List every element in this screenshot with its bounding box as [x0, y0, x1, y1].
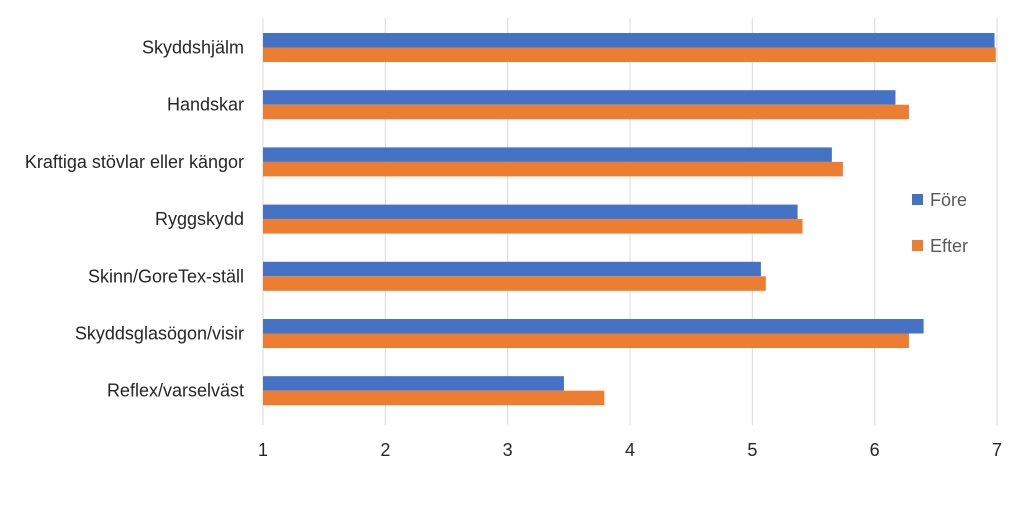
category-label: Ryggskydd: [155, 209, 244, 229]
bar-efter: [263, 219, 803, 234]
bar-efter: [263, 161, 843, 177]
legend: Före Efter: [912, 190, 968, 256]
category-label: Reflex/varselväst: [107, 381, 244, 401]
category-labels: Skyddshjälm Handskar Kraftiga stövlar elle…: [25, 38, 244, 401]
x-tick-label-5: 5: [747, 440, 757, 460]
bar-efter: [263, 390, 605, 406]
x-tick-label-7: 7: [992, 440, 1002, 460]
bar-fore: [263, 319, 924, 334]
legend-swatch-fore: [912, 194, 923, 205]
bar-efter: [263, 47, 996, 62]
bar-fore: [263, 204, 798, 220]
bar-fore: [263, 261, 761, 277]
legend-label-efter: Efter: [930, 236, 968, 256]
category-label: Skyddshjälm: [142, 38, 244, 58]
x-axis-ticks: 1 2 3 4 5 6 7: [258, 440, 1002, 460]
bars: [263, 33, 996, 406]
bar-efter: [263, 104, 909, 120]
x-tick-label-3: 3: [503, 440, 513, 460]
bar-fore: [263, 376, 564, 391]
category-label: Skyddsglasögon/visir: [75, 324, 244, 344]
legend-label-fore: Före: [930, 190, 967, 210]
category-label: Handskar: [167, 95, 244, 115]
x-tick-label-2: 2: [380, 440, 390, 460]
x-tick-label-1: 1: [258, 440, 268, 460]
bar-fore: [263, 147, 832, 162]
bar-fore: [263, 90, 896, 105]
category-label: Skinn/GoreTex-ställ: [88, 266, 244, 286]
bar-efter: [263, 276, 766, 291]
x-tick-label-6: 6: [870, 440, 880, 460]
x-tick-label-4: 4: [625, 440, 635, 460]
bar-fore: [263, 33, 995, 48]
category-label: Kraftiga stövlar eller kängor: [25, 152, 244, 172]
bar-efter: [263, 333, 909, 348]
legend-swatch-efter: [912, 240, 923, 251]
